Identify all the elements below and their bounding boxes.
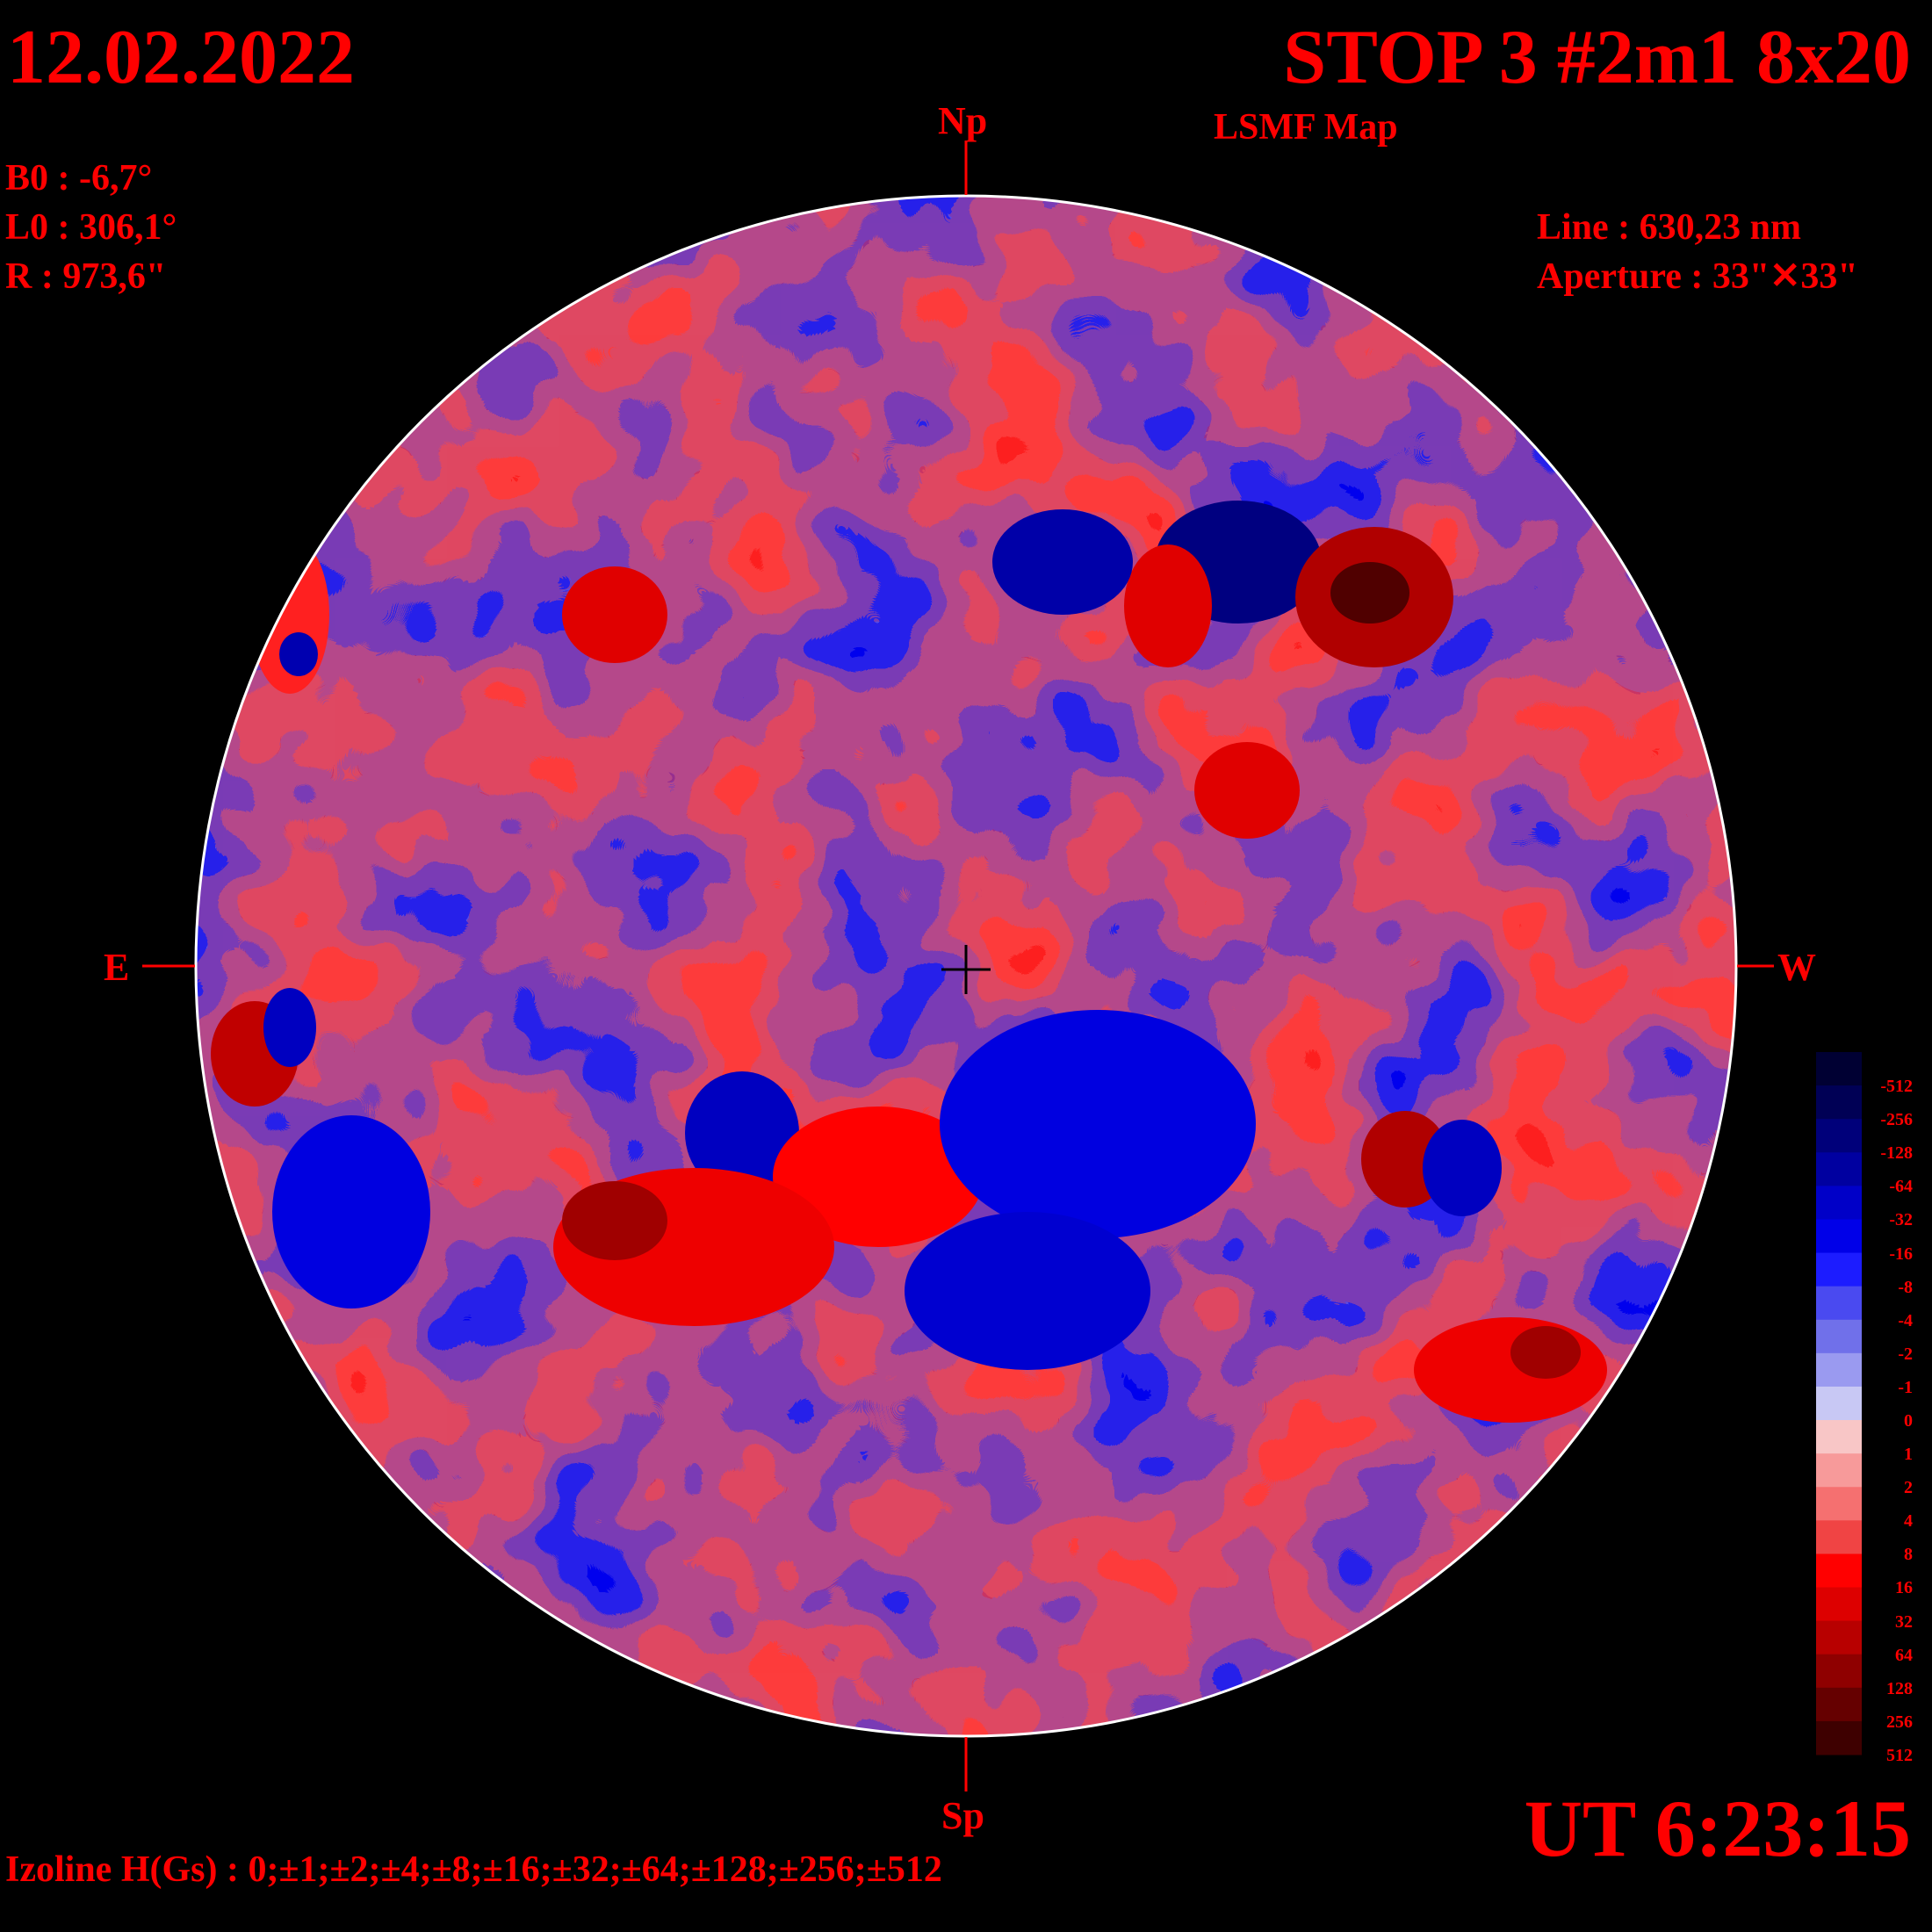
colorbar-label: -8: [1898, 1277, 1913, 1297]
line-value: Line : 630,23 nm: [1537, 207, 1802, 248]
colorbar-label: 256: [1886, 1712, 1913, 1732]
page-title: STOP 3 #2m1 8x20: [1283, 15, 1911, 100]
colorbar-label: -32: [1889, 1210, 1913, 1230]
colorbar-label: 1: [1904, 1445, 1913, 1465]
izoline-legend: Izoline H(Gs) : 0;±1;±2;±4;±8;±16;±32;±6…: [5, 1849, 942, 1890]
colorbar-label: 8: [1904, 1545, 1913, 1565]
radius-value: R : 973,6": [5, 256, 167, 297]
colorbar-swatch: [1816, 1554, 1862, 1589]
colorbar-swatch: [1816, 1654, 1862, 1689]
l0-value: L0 : 306,1°: [5, 207, 177, 248]
colorbar-swatch: [1816, 1386, 1862, 1421]
colorbar-swatch: [1816, 1587, 1862, 1622]
colorbar-swatch: [1816, 1420, 1862, 1454]
colorbar-label: 4: [1904, 1511, 1913, 1532]
colorbar-label: 2: [1904, 1478, 1913, 1498]
colorbar-label: 16: [1895, 1578, 1913, 1598]
colorbar-label: 512: [1886, 1745, 1913, 1765]
east-label: E: [104, 946, 130, 989]
colorbar-swatch: [1816, 1119, 1862, 1153]
b0-value: B0 : -6,7°: [5, 158, 153, 198]
colorbar-swatch: [1816, 1453, 1862, 1488]
colorbar-label: -256: [1880, 1110, 1913, 1130]
ut-time: UT 6:23:15: [1524, 1784, 1911, 1873]
colorbar-label: -512: [1880, 1077, 1913, 1097]
colorbar-label: -16: [1889, 1244, 1913, 1264]
south-label: Sp: [941, 1794, 984, 1837]
colorbar-label: -128: [1880, 1143, 1913, 1164]
colorbar-label: 64: [1895, 1645, 1913, 1665]
colorbar-label: 32: [1895, 1611, 1913, 1632]
colorbar-label: -64: [1889, 1177, 1913, 1197]
colorbar-swatch: [1816, 1052, 1862, 1086]
colorbar-swatch: [1816, 1352, 1862, 1388]
colorbar-swatch: [1816, 1252, 1862, 1287]
colorbar-swatch: [1816, 1319, 1862, 1354]
colorbar-swatch: [1816, 1152, 1862, 1186]
center-crosshair: [941, 945, 991, 994]
colorbar-label: -1: [1898, 1377, 1913, 1397]
colorbar-label: -4: [1898, 1310, 1913, 1330]
colorbar-swatch: [1816, 1085, 1862, 1120]
field-patches: [211, 501, 1607, 1423]
west-label: W: [1777, 946, 1816, 989]
colorbar-label: -2: [1898, 1344, 1913, 1364]
colorbar-swatch: [1816, 1620, 1862, 1655]
colorbar-swatch: [1816, 1286, 1862, 1321]
colorbar-label: 128: [1886, 1678, 1913, 1698]
north-label: Np: [938, 99, 988, 142]
colorbar-swatch: [1816, 1520, 1862, 1554]
colorbar-swatch: [1816, 1186, 1862, 1220]
date-label: 12.02.2022: [7, 15, 355, 100]
aperture-value: Aperture : 33"✕33": [1537, 256, 1858, 297]
colorbar-swatch: [1816, 1720, 1862, 1755]
disk-limb: [194, 194, 1738, 1738]
colorbar-swatch: [1816, 1487, 1862, 1521]
colorbar-swatch: [1816, 1687, 1862, 1722]
colorbar-swatch: [1816, 1219, 1862, 1254]
colorbar-label: 0: [1904, 1411, 1913, 1431]
map-subtitle: LSMF Map: [1214, 107, 1398, 148]
colorbar: [1816, 1052, 1862, 1755]
